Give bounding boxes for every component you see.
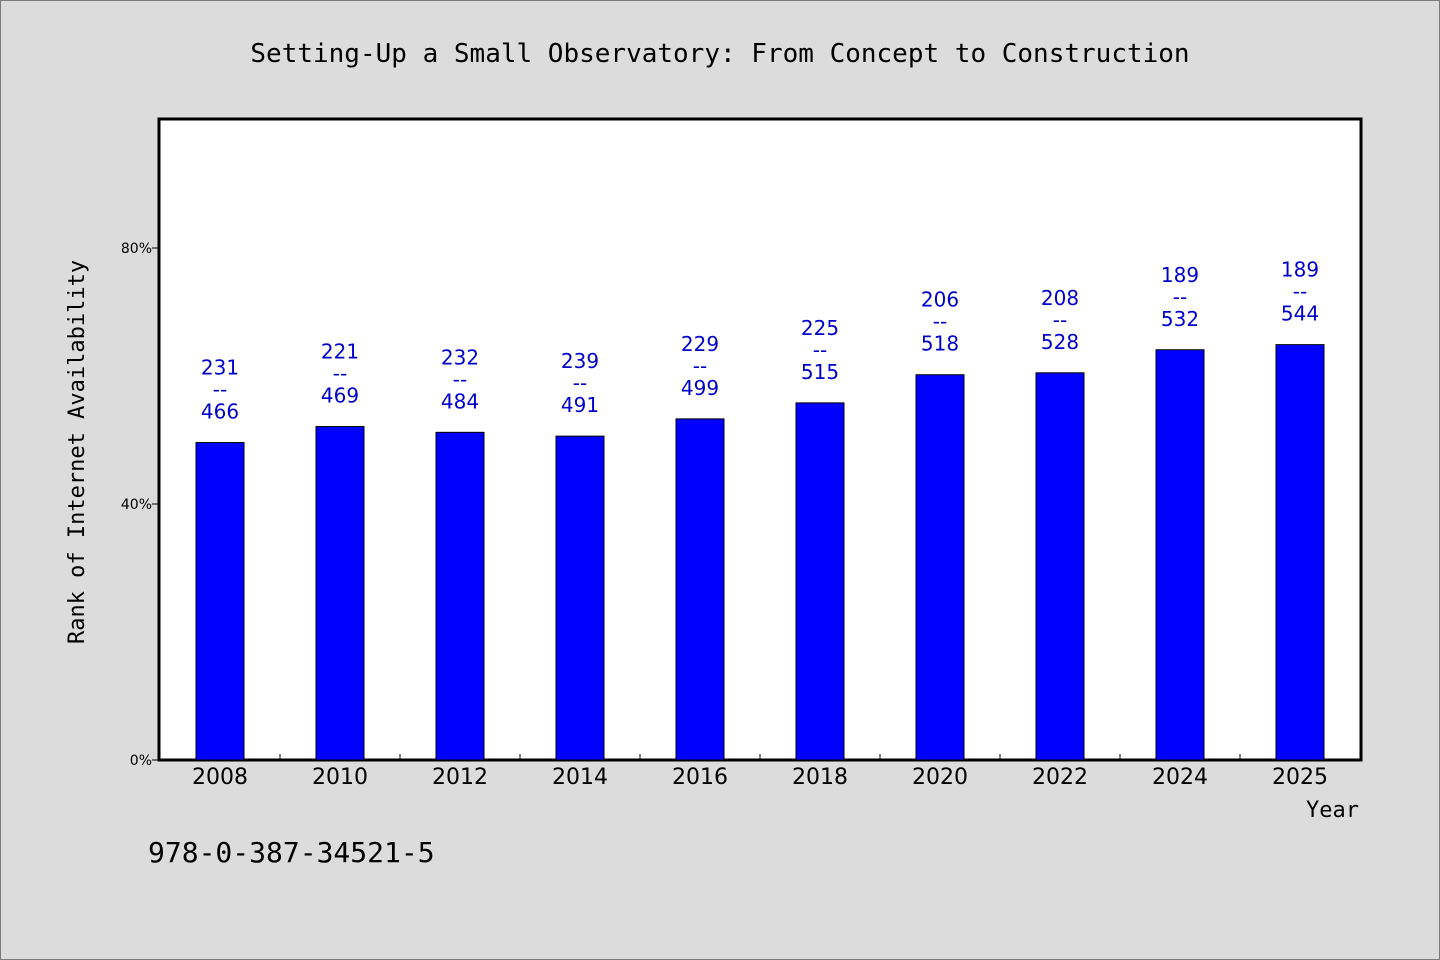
data-label-separator-2016: -- [693,354,707,378]
data-label-separator-2008: -- [213,378,227,402]
data-label-top-2024: 189 [1161,263,1199,287]
x-tick-label-2010: 2010 [312,765,368,790]
bar-2014 [555,435,605,761]
y-axis-ticks: 0% 40% 80% [121,241,160,769]
bars-group [195,344,1325,761]
data-label-top-2008: 231 [201,356,239,380]
y-tick-label-0: 0% [130,753,152,769]
x-tick-label-2024: 2024 [1152,765,1208,790]
bar-2025 [1275,344,1325,761]
data-label-separator-2025: -- [1293,280,1307,304]
bar-2016 [675,418,725,761]
data-label-top-2012: 232 [441,345,479,369]
x-tick-label-2022: 2022 [1032,765,1088,790]
data-labels-group: 231--466221--469232--484239--491229--499… [201,258,1319,424]
data-label-bottom-2016: 499 [681,376,719,400]
data-label-top-2025: 189 [1281,258,1319,282]
bar-2022 [1035,372,1085,761]
data-label-bottom-2025: 544 [1281,302,1319,326]
data-label-top-2020: 206 [921,288,959,312]
data-label-bottom-2018: 515 [801,360,839,384]
bar-2012 [435,431,485,761]
isbn-label: 978-0-387-34521-5 [148,836,435,869]
bar-2018 [795,402,845,761]
data-label-top-2016: 229 [681,332,719,356]
bar-2008 [195,442,245,761]
x-tick-label-2020: 2020 [912,765,968,790]
x-tick-label-2016: 2016 [672,765,728,790]
bar-2010 [315,426,365,761]
y-axis-label: Rank of Internet Availability [65,260,90,644]
data-label-bottom-2014: 491 [561,393,599,417]
x-tick-label-2018: 2018 [792,765,848,790]
bar-2020 [915,374,965,761]
data-label-top-2018: 225 [801,316,839,340]
data-label-bottom-2022: 528 [1041,330,1079,354]
data-label-separator-2022: -- [1053,308,1067,332]
data-label-separator-2014: -- [573,371,587,395]
data-label-separator-2012: -- [453,367,467,391]
x-tick-label-2012: 2012 [432,765,488,790]
data-label-separator-2020: -- [933,310,947,334]
data-label-separator-2018: -- [813,338,827,362]
x-tick-label-2008: 2008 [192,765,248,790]
data-label-bottom-2020: 518 [921,332,959,356]
data-label-separator-2024: -- [1173,285,1187,309]
bar-2024 [1155,349,1205,761]
data-label-top-2010: 221 [321,340,359,364]
data-label-bottom-2010: 469 [321,384,359,408]
data-label-separator-2010: -- [333,362,347,386]
data-label-bottom-2024: 532 [1161,307,1199,331]
y-tick-label-80: 80% [121,241,152,257]
chart-title: Setting-Up a Small Observatory: From Con… [250,39,1189,69]
x-tick-label-2025: 2025 [1272,765,1328,790]
y-tick-label-40: 40% [121,497,152,513]
data-label-bottom-2008: 466 [201,400,239,424]
data-label-top-2022: 208 [1041,286,1079,310]
x-tick-label-2014: 2014 [552,765,608,790]
data-label-top-2014: 239 [561,349,599,373]
x-axis-label: Year [1306,798,1359,823]
x-axis-ticks: 2008 2010 2012 2014 2016 2018 2020 2022 2024 2025 [192,754,1328,790]
data-label-bottom-2012: 484 [441,389,479,413]
